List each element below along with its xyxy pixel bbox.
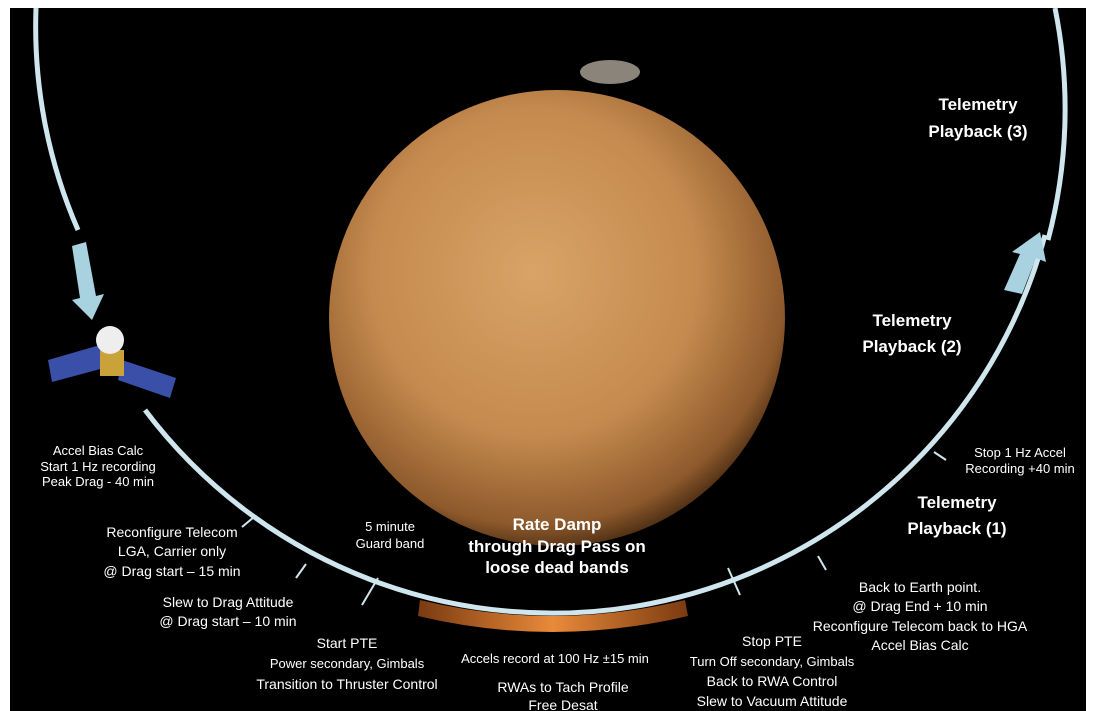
- spacecraft: [48, 326, 176, 398]
- label: 5 minute: [365, 519, 415, 534]
- label: Peak Drag - 40 min: [42, 474, 154, 489]
- label: Telemetry: [872, 311, 952, 330]
- label: Accel Bias Calc: [53, 443, 144, 458]
- label: Playback (3): [928, 122, 1027, 141]
- label: Playback (1): [907, 519, 1006, 538]
- label: Guard band: [356, 536, 425, 551]
- label: Playback (2): [862, 337, 961, 356]
- label: @ Drag start – 10 min: [159, 613, 296, 629]
- label: Power secondary, Gimbals: [270, 656, 425, 671]
- tick: [295, 563, 307, 579]
- tick: [727, 567, 741, 596]
- label: RWAs to Tach Profile: [497, 679, 628, 695]
- label: @ Drag End + 10 min: [852, 598, 987, 614]
- label: loose dead bands: [485, 558, 629, 577]
- tick: [933, 451, 947, 461]
- tick: [817, 555, 827, 571]
- tick: [241, 516, 255, 528]
- orbit: [33, 7, 81, 231]
- label: Slew to Vacuum Attitude: [697, 693, 848, 709]
- label: @ Drag start – 15 min: [103, 563, 240, 579]
- label: Stop 1 Hz Accel: [974, 445, 1066, 460]
- label: Accels record at 100 Hz ±15 min: [461, 651, 649, 666]
- drag-pass: [418, 600, 688, 632]
- label: Recording +40 min: [965, 461, 1074, 476]
- arrow: [72, 242, 104, 320]
- label: Slew to Drag Attitude: [163, 594, 294, 610]
- label: Transition to Thruster Control: [256, 676, 437, 692]
- label: Accel Bias Calc: [871, 637, 968, 653]
- label: Start PTE: [317, 635, 378, 651]
- label: Stop PTE: [742, 633, 802, 649]
- orbit: [1045, 7, 1068, 241]
- label: Start 1 Hz recording: [40, 459, 156, 474]
- label: Telemetry: [938, 95, 1018, 114]
- orbit: [143, 234, 1048, 616]
- label: Telemetry: [917, 493, 997, 512]
- label: LGA, Carrier only: [118, 543, 226, 559]
- label: Reconfigure Telecom: [106, 524, 237, 540]
- tick: [361, 577, 379, 606]
- mars: [329, 90, 785, 546]
- label: Back to RWA Control: [707, 673, 838, 689]
- label: Free Desat: [528, 697, 597, 711]
- arrow: [1004, 232, 1046, 294]
- polar-cap: [580, 60, 640, 84]
- label: Reconfigure Telecom back to HGA: [813, 618, 1028, 634]
- label: through Drag Pass on: [468, 537, 646, 556]
- label: Turn Off secondary, Gimbals: [690, 654, 855, 669]
- label: Back to Earth point.: [859, 579, 981, 595]
- label: Rate Damp: [513, 515, 602, 534]
